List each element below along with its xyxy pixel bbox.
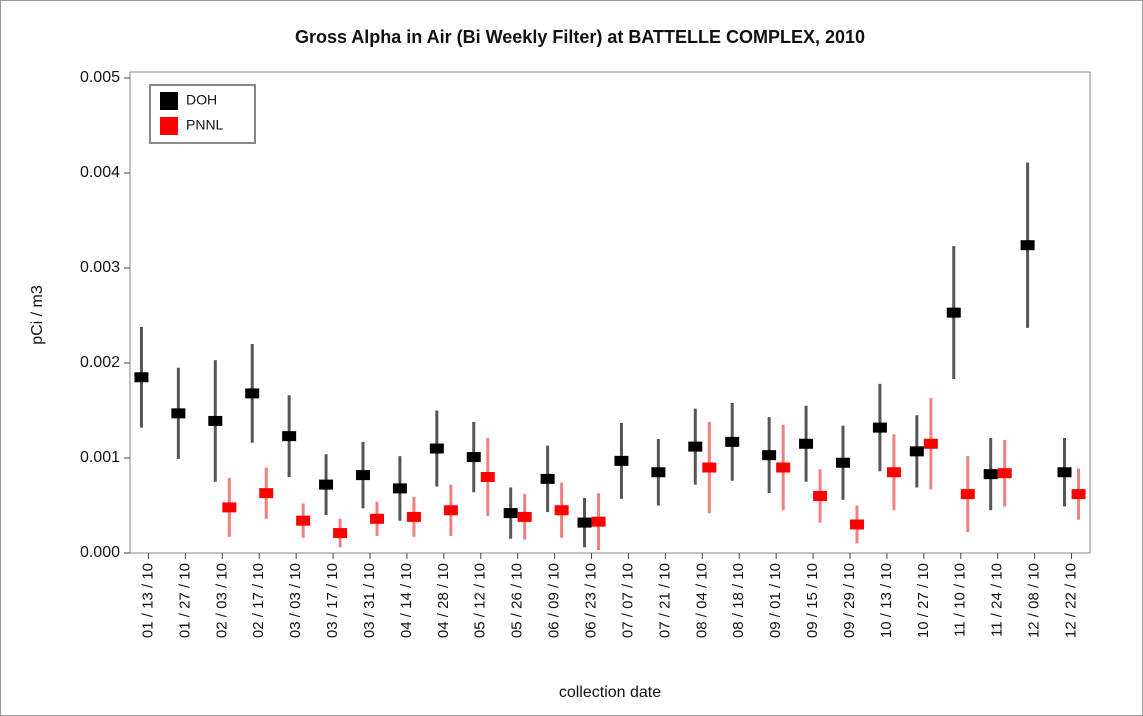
x-tick-label: 10 / 27 / 10 [915,563,932,638]
marker [429,443,444,454]
marker [923,438,938,449]
x-tick-label: 12 / 08 / 10 [1026,563,1043,638]
legend-swatch [160,92,178,110]
marker [850,519,865,530]
x-tick-label: 07 / 07 / 10 [619,563,636,638]
plot-area [129,71,1091,554]
marker [245,388,260,399]
marker [540,473,555,484]
y-tick-label: 0.005 [80,69,120,86]
marker [259,488,274,499]
marker [886,467,901,478]
x-tick-label: 06 / 23 / 10 [583,563,600,638]
x-tick-label: 08 / 04 / 10 [693,563,710,638]
marker [406,511,421,522]
marker [799,438,814,449]
marker [480,472,495,482]
marker [333,528,348,539]
x-tick-label: 10 / 13 / 10 [878,563,895,638]
marker [960,489,975,500]
x-tick-label: 03 / 03 / 10 [287,563,304,638]
legend-swatch [160,117,178,135]
x-tick-label: 05 / 26 / 10 [509,563,526,638]
marker [1071,489,1086,500]
marker [134,372,149,383]
marker [1057,467,1072,478]
marker [222,502,237,513]
x-tick-label: 09 / 29 / 10 [841,563,858,638]
y-tick-label: 0.000 [80,544,120,561]
marker [702,462,717,473]
legend-label: PNNL [186,117,224,133]
marker [835,457,850,468]
marker [591,516,606,527]
marker [577,517,592,528]
chart-title: Gross Alpha in Air (Bi Weekly Filter) at… [295,27,865,47]
y-axis-label: pCi / m3 [29,285,46,345]
y-tick-label: 0.004 [80,164,120,181]
marker [503,508,518,519]
marker [296,515,311,526]
marker [776,462,791,473]
x-tick-label: 08 / 18 / 10 [730,563,747,638]
marker [1020,240,1035,251]
marker [909,446,924,457]
x-tick-label: 12 / 22 / 10 [1063,563,1080,638]
marker [319,479,334,490]
x-tick-label: 07 / 21 / 10 [656,563,673,638]
marker [614,455,629,466]
x-tick-label: 09 / 01 / 10 [767,563,784,638]
x-tick-label: 09 / 15 / 10 [804,563,821,638]
y-tick-label: 0.002 [80,354,120,371]
marker [983,469,998,480]
marker [872,422,887,433]
marker [946,307,961,318]
marker [466,452,481,463]
y-tick-label: 0.001 [80,449,120,466]
marker [171,408,186,419]
x-tick-label: 04 / 14 / 10 [398,563,415,638]
x-tick-label: 11 / 24 / 10 [989,563,1006,637]
marker [443,505,458,516]
marker [554,505,569,516]
marker [517,511,532,522]
marker [392,483,407,494]
marker [370,513,385,524]
marker [208,415,223,426]
marker [688,441,703,452]
marker [282,431,297,442]
marker [997,468,1012,479]
x-tick-label: 01 / 27 / 10 [176,563,193,638]
marker [355,470,370,481]
x-axis-label: collection date [559,684,661,701]
x-tick-label: 03 / 17 / 10 [324,563,341,638]
x-tick-label: 02 / 17 / 10 [250,563,267,638]
marker [813,491,828,501]
marker [762,450,777,461]
x-tick-label: 03 / 31 / 10 [361,563,378,638]
y-tick-label: 0.003 [80,259,120,276]
x-tick-label: 06 / 09 / 10 [546,563,563,638]
marker [725,436,740,447]
marker [651,467,666,478]
x-tick-label: 04 / 28 / 10 [435,563,452,638]
x-tick-label: 02 / 03 / 10 [213,563,230,638]
x-tick-label: 05 / 12 / 10 [472,563,489,638]
legend-label: DOH [186,92,217,108]
x-tick-label: 11 / 10 / 10 [952,563,969,637]
x-tick-label: 01 / 13 / 10 [139,563,156,638]
